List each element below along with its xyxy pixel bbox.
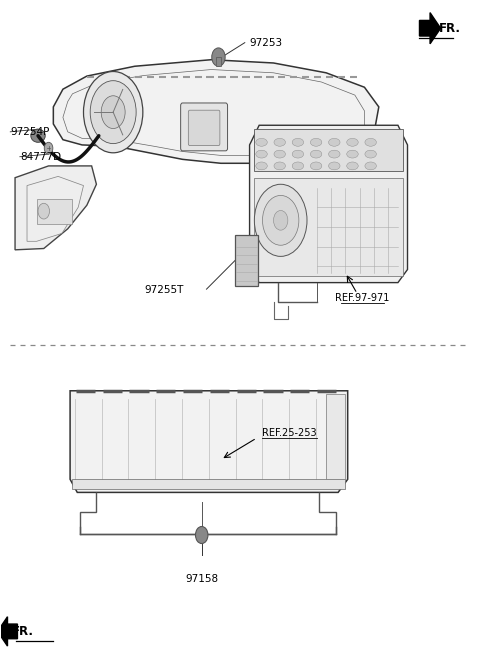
Circle shape [84,72,143,153]
Ellipse shape [311,139,322,147]
Circle shape [263,195,299,245]
FancyBboxPatch shape [188,110,220,146]
Bar [326,394,345,480]
Circle shape [195,526,208,543]
Ellipse shape [256,162,267,170]
Bar [254,177,403,276]
Ellipse shape [328,139,340,147]
Bar [235,235,258,286]
Circle shape [38,203,49,219]
Ellipse shape [311,162,322,170]
Polygon shape [70,391,348,492]
Ellipse shape [256,139,267,147]
Ellipse shape [274,150,286,158]
Text: FR.: FR. [12,625,34,638]
Text: 97253: 97253 [250,38,283,49]
Polygon shape [0,617,17,646]
Bar [288,130,355,155]
Circle shape [212,48,225,66]
Bar [254,129,403,171]
Ellipse shape [328,162,340,170]
Circle shape [101,96,125,129]
Ellipse shape [328,150,340,158]
Ellipse shape [31,129,45,143]
Circle shape [254,184,307,256]
Ellipse shape [274,162,286,170]
Text: 84777D: 84777D [20,152,61,162]
Text: 97255T: 97255T [144,286,184,296]
Ellipse shape [365,150,376,158]
FancyBboxPatch shape [180,103,228,151]
Text: REF.25-253: REF.25-253 [262,428,316,438]
Text: FR.: FR. [439,22,461,35]
Polygon shape [53,60,379,164]
Ellipse shape [347,162,358,170]
Ellipse shape [256,150,267,158]
Circle shape [90,81,136,144]
Circle shape [274,210,288,230]
Ellipse shape [292,162,304,170]
Ellipse shape [347,139,358,147]
Circle shape [44,143,53,154]
Bar [216,57,221,66]
Ellipse shape [292,150,304,158]
Bar [36,198,72,223]
Polygon shape [15,166,96,250]
Ellipse shape [292,139,304,147]
Polygon shape [250,125,408,283]
Text: REF.97-971: REF.97-971 [335,293,389,304]
Ellipse shape [365,139,376,147]
Ellipse shape [311,150,322,158]
Text: 97254P: 97254P [10,127,49,137]
Text: 97158: 97158 [185,574,218,584]
Ellipse shape [347,150,358,158]
Bar [72,480,345,489]
Polygon shape [420,12,441,44]
Ellipse shape [274,139,286,147]
Ellipse shape [365,162,376,170]
